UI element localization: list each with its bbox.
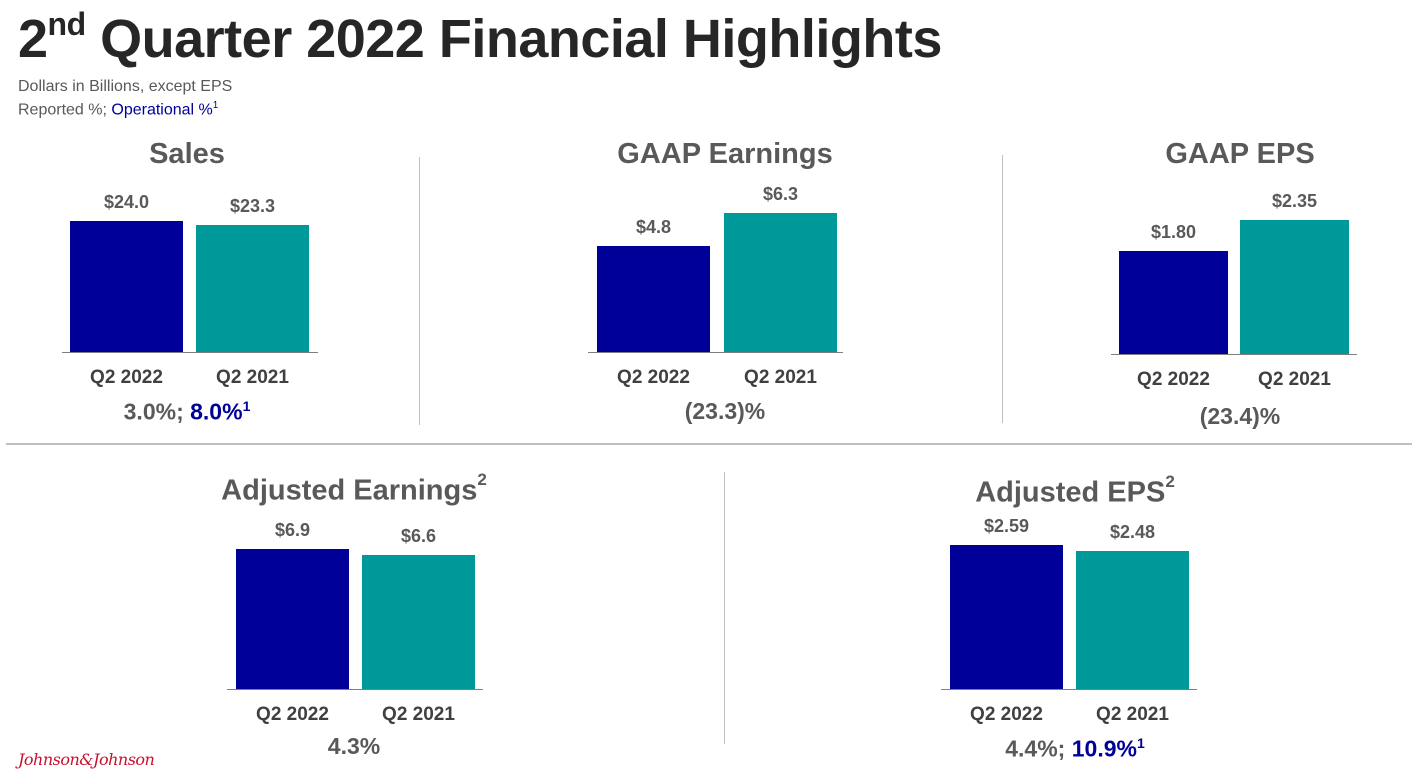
chart-title-gaap-earnings: GAAP Earnings: [475, 138, 975, 171]
growth-footnote: 1: [1136, 735, 1145, 751]
data-label-gaap-earnings-q2-2022: $4.8: [635, 217, 672, 237]
subtitle-units: Dollars in Billions, except EPS: [18, 78, 233, 95]
growth-gaap-eps: (23.4)%: [1090, 403, 1390, 430]
x-axis-adjusted-eps: [941, 689, 1197, 690]
category-label-gaap-eps-q2-2022: Q2 2022: [1137, 369, 1210, 390]
horizontal-divider: [6, 443, 1412, 445]
growth-operational: 8.0%: [190, 398, 243, 425]
bar-adjusted-earnings-q2-2021: [362, 555, 475, 689]
category-label-gaap-earnings-q2-2022: Q2 2022: [617, 367, 690, 388]
chart-title-text: Adjusted Earnings: [221, 474, 478, 507]
vertical-divider-3: [724, 472, 725, 744]
category-label-gaap-earnings-q2-2021: Q2 2021: [744, 367, 817, 388]
chart-title-text: Sales: [149, 138, 225, 170]
category-label-sales-q2-2022: Q2 2022: [90, 367, 163, 388]
x-axis-sales: [62, 352, 318, 353]
growth-adjusted-eps: 4.4%; 10.9%1: [925, 735, 1225, 763]
page-title: 2nd Quarter 2022 Financial Highlights: [18, 6, 942, 69]
bar-adjusted-earnings-q2-2022: [236, 549, 349, 689]
bar-gaap-earnings-q2-2022: [597, 246, 710, 352]
chart-title-sales: Sales: [0, 138, 437, 171]
growth-reported: 4.3%: [327, 733, 381, 759]
growth-sales: 3.0%; 8.0%1: [37, 398, 337, 426]
chart-title-text: GAAP Earnings: [617, 138, 833, 170]
vertical-divider-2: [1002, 155, 1003, 423]
chart-title-footnote: 2: [477, 470, 487, 489]
company-logo: Johnson&Johnson: [18, 750, 155, 769]
subtitle-growth-legend: Reported %; Operational %1: [18, 100, 219, 119]
data-label-adjusted-earnings-q2-2022: $6.9: [274, 520, 311, 540]
growth-reported: 3.0%;: [123, 398, 191, 425]
chart-title-gaap-eps: GAAP EPS: [990, 138, 1424, 171]
bar-sales-q2-2022: [70, 221, 183, 352]
chart-title-footnote: 2: [1165, 472, 1175, 491]
bar-gaap-eps-q2-2021: [1240, 220, 1349, 354]
growth-adjusted-earnings: 4.3%: [204, 733, 504, 760]
x-axis-adjusted-earnings: [227, 689, 483, 690]
bar-adjusted-eps-q2-2022: [950, 545, 1063, 689]
category-label-adjusted-eps-q2-2022: Q2 2022: [970, 704, 1043, 725]
x-axis-gaap-eps: [1111, 354, 1357, 355]
growth-reported: (23.3)%: [684, 398, 766, 424]
data-label-sales-q2-2022: $24.0: [103, 192, 150, 212]
vertical-divider-1: [419, 157, 420, 425]
data-label-gaap-eps-q2-2022: $1.80: [1150, 222, 1197, 242]
growth-operational: 10.9%: [1071, 735, 1137, 762]
chart-title-text: Adjusted EPS: [975, 476, 1166, 509]
chart-title-text: GAAP EPS: [1165, 138, 1315, 170]
bar-sales-q2-2021: [196, 225, 309, 352]
category-label-adjusted-earnings-q2-2022: Q2 2022: [256, 704, 329, 725]
data-label-sales-q2-2021: $23.3: [229, 196, 276, 216]
bar-adjusted-eps-q2-2021: [1076, 551, 1189, 689]
chart-title-adjusted-earnings: Adjusted Earnings2: [104, 470, 604, 508]
category-label-adjusted-eps-q2-2021: Q2 2021: [1096, 704, 1169, 725]
growth-reported: 4.4%;: [1005, 735, 1072, 762]
chart-title-adjusted-eps: Adjusted EPS2: [825, 472, 1325, 510]
data-label-adjusted-eps-q2-2022: $2.59: [983, 516, 1030, 536]
category-label-gaap-eps-q2-2021: Q2 2021: [1258, 369, 1331, 390]
category-label-sales-q2-2021: Q2 2021: [216, 367, 289, 388]
growth-reported: (23.4)%: [1199, 403, 1281, 429]
bar-gaap-earnings-q2-2021: [724, 213, 837, 352]
data-label-adjusted-earnings-q2-2021: $6.6: [400, 526, 437, 546]
data-label-gaap-earnings-q2-2021: $6.3: [762, 184, 799, 204]
x-axis-gaap-earnings: [588, 352, 843, 353]
bar-gaap-eps-q2-2022: [1119, 251, 1228, 354]
category-label-adjusted-earnings-q2-2021: Q2 2021: [382, 704, 455, 725]
data-label-adjusted-eps-q2-2021: $2.48: [1109, 522, 1156, 542]
data-label-gaap-eps-q2-2021: $2.35: [1271, 191, 1318, 211]
growth-gaap-earnings: (23.3)%: [575, 398, 875, 425]
growth-footnote: 1: [242, 398, 251, 414]
